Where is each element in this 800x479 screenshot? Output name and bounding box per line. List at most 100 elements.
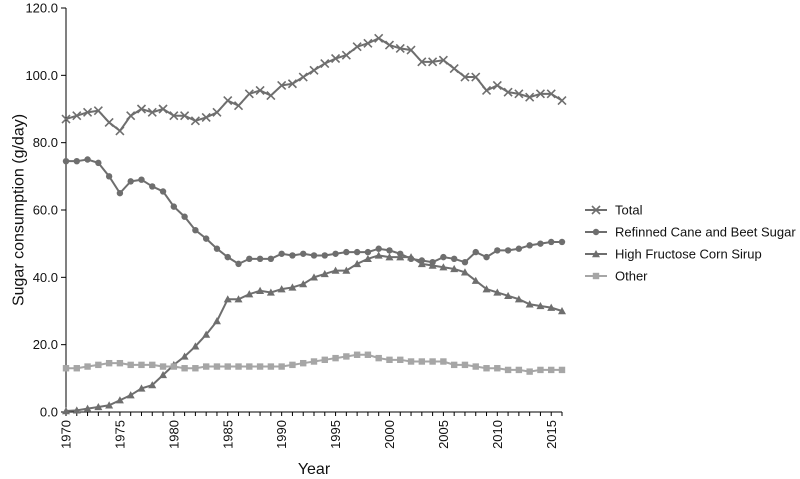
y-tick-label: 100.0 [25,68,58,83]
data-point [472,363,479,370]
x-tick-label: 2000 [382,420,397,449]
data-point [224,363,231,370]
data-point [483,253,490,261]
data-point [384,40,395,50]
data-point [460,72,470,82]
series-layer [61,33,567,415]
data-point [159,188,167,195]
data-point [256,255,264,263]
data-point [95,361,102,369]
data-point [289,252,296,259]
data-point [62,365,70,372]
x-axis-title: Year [298,461,331,478]
data-point [201,112,211,122]
data-point [256,363,264,370]
data-point [481,85,492,96]
legend-swatch-marker [592,250,600,258]
data-point [343,248,350,256]
data-point [256,286,265,294]
data-point [332,250,339,257]
data-point [116,359,124,367]
data-point [321,356,328,364]
data-point [440,358,447,365]
legend-item: Total [585,203,643,218]
data-point [159,370,168,379]
data-point [558,366,566,374]
data-point [514,89,524,99]
data-point [299,280,308,288]
data-point [364,351,372,358]
data-point [310,252,318,259]
data-point [158,104,168,114]
data-point [277,285,286,293]
legend-label: High Fructose Corn Sirup [615,247,762,262]
data-point [83,404,92,412]
series-other [62,351,566,375]
data-point [138,176,145,183]
data-point [363,254,372,263]
data-point [332,354,339,362]
series-line [65,37,563,133]
data-point [126,111,136,121]
data-point [526,242,533,249]
data-point [320,58,330,69]
x-tick-label: 1985 [220,420,235,449]
y-tick-label: 80.0 [33,135,58,150]
data-point [266,288,275,296]
data-point [557,96,567,106]
data-point [84,156,91,163]
data-point [149,361,156,369]
data-point [244,89,254,99]
data-point [298,72,308,82]
data-point [483,365,490,372]
data-point [548,238,555,246]
y-axis-title: Sugar consumption (g/day) [11,114,28,306]
x-tick-label: 1980 [166,420,181,449]
data-point [386,247,393,254]
data-point [287,79,298,89]
data-point [300,359,307,367]
data-point [245,290,254,298]
data-point [61,114,71,124]
data-point [494,365,501,372]
data-point [321,252,328,259]
data-point [288,283,297,291]
data-point [546,89,556,99]
data-point [235,260,242,268]
data-point [170,203,178,210]
data-point [537,366,544,374]
data-point [330,53,341,64]
data-point [115,126,125,136]
data-point [558,307,566,315]
legend-swatch-marker [591,205,601,215]
data-point [504,291,513,300]
data-point [385,253,394,261]
data-point [233,101,244,111]
data-point [289,361,296,369]
data-point [246,255,253,263]
data-point [93,106,103,116]
data-point [73,365,80,372]
data-point [278,250,285,257]
data-point [450,255,458,263]
data-point [234,295,243,303]
data-point [364,248,372,256]
data-point [407,253,416,261]
data-point [84,363,91,370]
data-point [105,359,113,367]
data-point [72,406,81,414]
data-point [170,363,178,370]
y-tick-label: 60.0 [33,203,58,218]
legend-label: Other [615,269,648,284]
data-point [504,247,512,254]
data-point [212,107,222,117]
data-point [137,384,146,392]
data-point [72,111,82,121]
y-tick-label: 0.0 [40,405,58,420]
legend: Total Refinned Cane and Beet Sugar High Fr… [585,203,796,284]
data-point [429,358,436,365]
data-point [461,361,469,369]
data-point [278,363,285,370]
data-point [417,259,426,268]
